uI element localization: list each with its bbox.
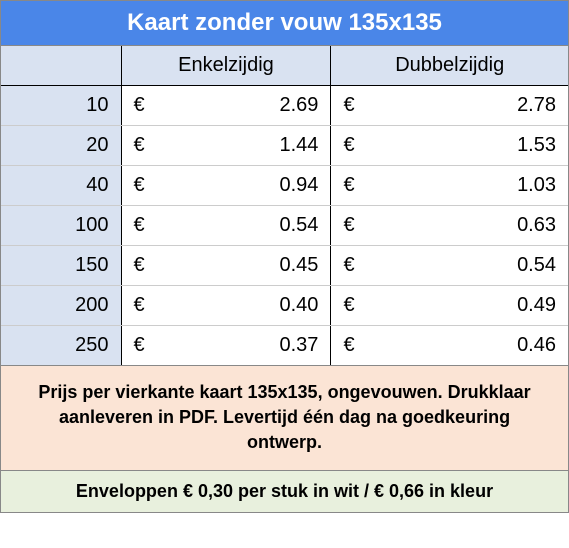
- cell-currency: €: [331, 326, 371, 366]
- table-row: 150€0.45€0.54: [1, 246, 568, 286]
- info-box: Prijs per vierkante kaart 135x135, ongev…: [1, 366, 568, 471]
- cell-qty: 20: [1, 126, 121, 166]
- header-qty: [1, 46, 121, 86]
- cell-currency: €: [331, 126, 371, 166]
- cell-double-value: 1.53: [371, 126, 568, 166]
- cell-currency: €: [121, 166, 161, 206]
- cell-qty: 40: [1, 166, 121, 206]
- cell-qty: 150: [1, 246, 121, 286]
- cell-currency: €: [331, 206, 371, 246]
- cell-currency: €: [121, 206, 161, 246]
- envelope-box: Enveloppen € 0,30 per stuk in wit / € 0,…: [1, 471, 568, 512]
- table-body: 10€2.69€2.7820€1.44€1.5340€0.94€1.03100€…: [1, 86, 568, 366]
- cell-currency: €: [121, 86, 161, 126]
- cell-single-value: 2.69: [161, 86, 331, 126]
- cell-single-value: 0.54: [161, 206, 331, 246]
- cell-double-value: 0.46: [371, 326, 568, 366]
- cell-single-value: 0.94: [161, 166, 331, 206]
- cell-double-value: 0.49: [371, 286, 568, 326]
- cell-currency: €: [121, 246, 161, 286]
- table-row: 40€0.94€1.03: [1, 166, 568, 206]
- cell-double-value: 0.63: [371, 206, 568, 246]
- table-row: 100€0.54€0.63: [1, 206, 568, 246]
- title-text: Kaart zonder vouw 135x135: [127, 9, 442, 36]
- cell-qty: 10: [1, 86, 121, 126]
- cell-single-value: 0.40: [161, 286, 331, 326]
- cell-currency: €: [121, 126, 161, 166]
- info-text: Prijs per vierkante kaart 135x135, ongev…: [38, 382, 530, 452]
- cell-qty: 250: [1, 326, 121, 366]
- cell-qty: 200: [1, 286, 121, 326]
- cell-single-value: 0.45: [161, 246, 331, 286]
- title-bar: Kaart zonder vouw 135x135: [1, 1, 568, 46]
- table-row: 10€2.69€2.78: [1, 86, 568, 126]
- cell-currency: €: [121, 326, 161, 366]
- cell-double-value: 0.54: [371, 246, 568, 286]
- cell-currency: €: [121, 286, 161, 326]
- cell-currency: €: [331, 246, 371, 286]
- cell-currency: €: [331, 166, 371, 206]
- envelope-text: Enveloppen € 0,30 per stuk in wit / € 0,…: [76, 481, 493, 501]
- cell-double-value: 2.78: [371, 86, 568, 126]
- pricing-card: Kaart zonder vouw 135x135 Enkelzijdig Du…: [0, 0, 569, 513]
- cell-qty: 100: [1, 206, 121, 246]
- cell-single-value: 0.37: [161, 326, 331, 366]
- table-header-row: Enkelzijdig Dubbelzijdig: [1, 46, 568, 86]
- header-single: Enkelzijdig: [121, 46, 331, 86]
- cell-double-value: 1.03: [371, 166, 568, 206]
- header-double: Dubbelzijdig: [331, 46, 568, 86]
- pricing-table: Enkelzijdig Dubbelzijdig 10€2.69€2.7820€…: [1, 46, 568, 366]
- table-row: 250€0.37€0.46: [1, 326, 568, 366]
- cell-currency: €: [331, 86, 371, 126]
- table-row: 20€1.44€1.53: [1, 126, 568, 166]
- cell-currency: €: [331, 286, 371, 326]
- table-row: 200€0.40€0.49: [1, 286, 568, 326]
- cell-single-value: 1.44: [161, 126, 331, 166]
